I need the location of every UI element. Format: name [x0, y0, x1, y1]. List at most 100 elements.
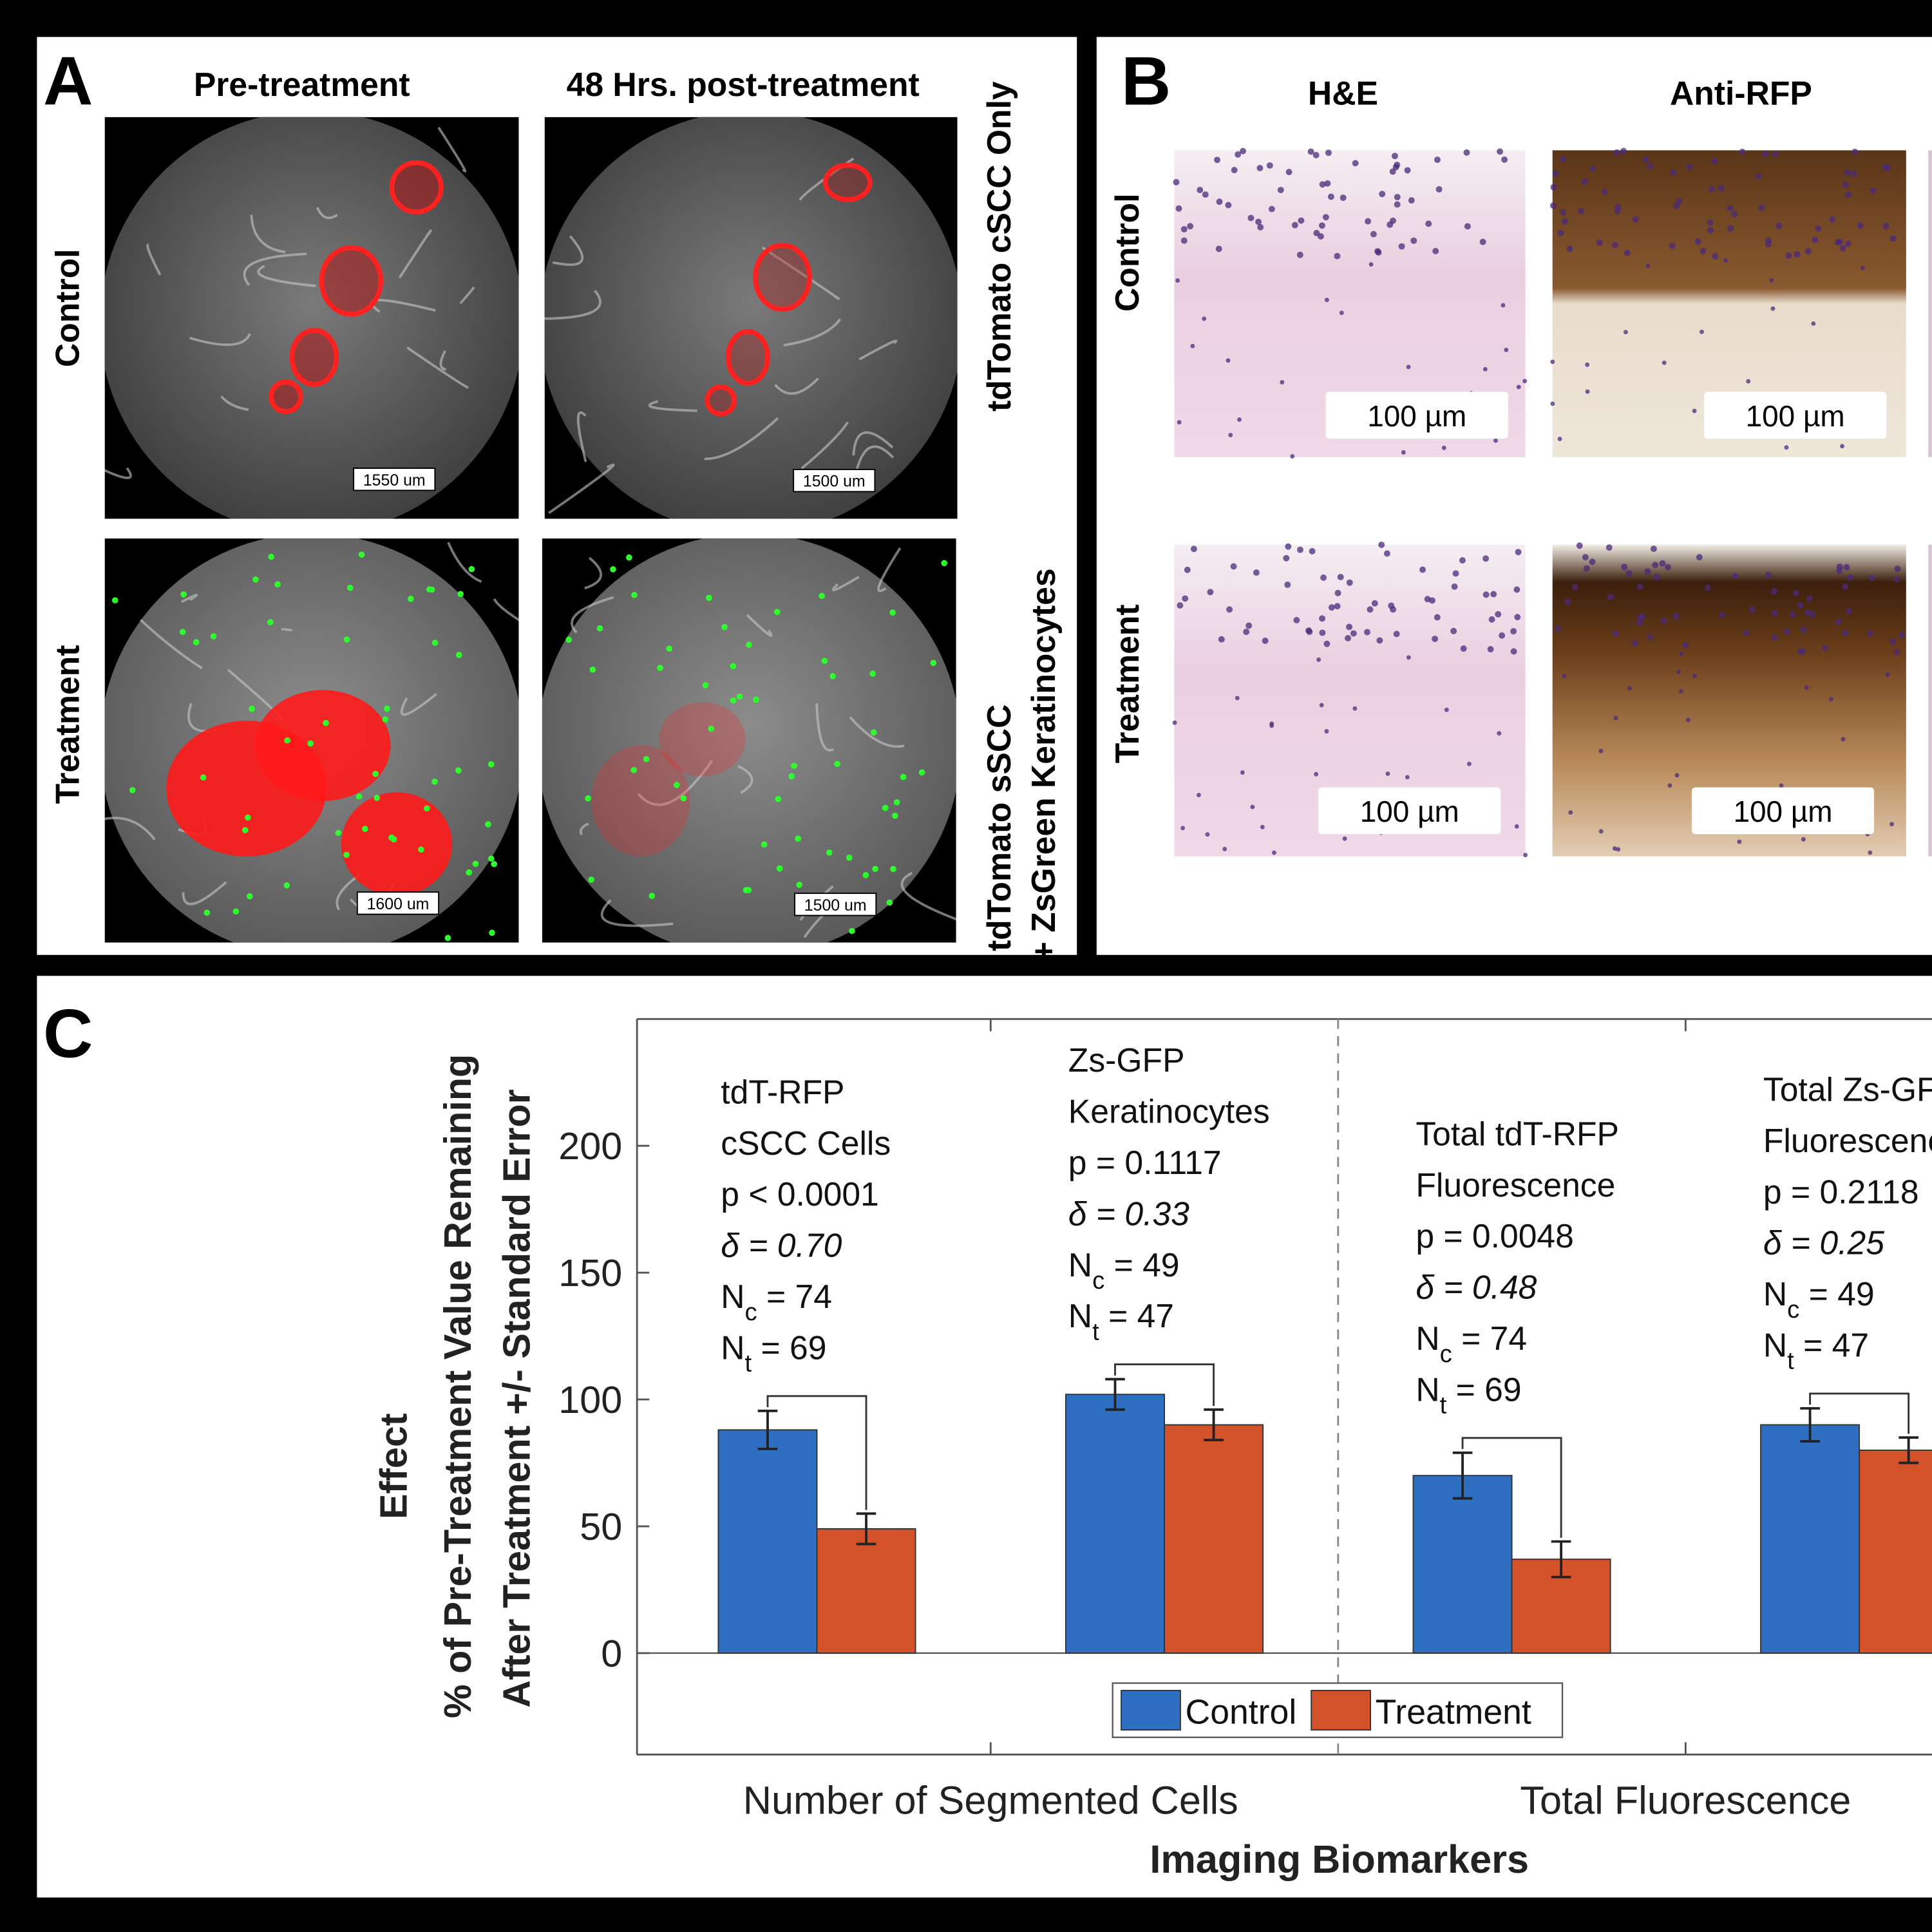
scale-label: 1600 um: [367, 895, 430, 913]
tissue-fold: [257, 265, 316, 287]
nucleus: [1844, 169, 1851, 176]
nucleus: [1815, 225, 1822, 232]
nucleus: [1342, 836, 1347, 841]
n-rest: = 49: [1104, 1246, 1179, 1283]
green-cell: [374, 795, 380, 801]
nucleus: [1350, 630, 1357, 637]
green-cell: [886, 899, 893, 906]
nucleus: [1748, 606, 1756, 613]
green-cell: [585, 795, 591, 802]
green-cell: [274, 581, 281, 588]
error-bar: [1204, 1408, 1224, 1442]
tissue-fold: [493, 598, 519, 621]
nucleus: [1235, 151, 1242, 158]
nucleus: [1659, 560, 1666, 567]
y-axis-title: After Treatment +/- Standard Error: [495, 1089, 538, 1708]
scale-box: [794, 893, 877, 916]
nucleus: [1319, 181, 1326, 188]
green-cell: [424, 805, 430, 812]
panel-letter: C: [43, 995, 93, 1072]
green-cell: [200, 774, 207, 781]
nucleus: [1266, 162, 1273, 169]
nucleus: [1625, 570, 1633, 577]
tissue-fold: [104, 817, 156, 840]
n-sub: t: [1440, 1392, 1447, 1419]
bar: [1065, 1394, 1165, 1654]
side-label: + ZsGreen Keratinocytes: [1025, 568, 1062, 961]
column-header: 48 Hrs. post-treatment: [567, 66, 920, 103]
nucleus: [1334, 603, 1341, 610]
nucleus: [1235, 696, 1240, 701]
tissue-fold: [181, 593, 198, 603]
nucleus: [1305, 627, 1312, 634]
nucleus: [1560, 209, 1567, 216]
green-cell: [893, 799, 900, 806]
green-cell: [267, 619, 274, 625]
nucleus: [1624, 249, 1631, 256]
nucleus: [1324, 180, 1331, 187]
nucleus: [1797, 601, 1804, 609]
green-cell: [708, 725, 715, 732]
n-sub: t: [1092, 1318, 1099, 1345]
legend-label: Control: [1186, 1694, 1297, 1732]
nucleus: [1345, 634, 1352, 641]
image: 1600 um: [104, 538, 519, 943]
nucleus: [1806, 595, 1813, 602]
nucleus: [1391, 153, 1398, 160]
green-cell: [388, 834, 395, 841]
nucleus: [1822, 644, 1829, 651]
nucleus: [1451, 583, 1458, 590]
green-cell: [626, 554, 632, 561]
nucleus: [1852, 148, 1859, 155]
sample-size: Nc = 74: [1416, 1320, 1527, 1368]
effect-size: δ = 0.25: [1763, 1224, 1884, 1262]
green-cell: [826, 849, 833, 856]
nucleus: [1523, 853, 1528, 858]
nucleus: [1324, 298, 1329, 303]
tumor: [319, 245, 384, 317]
nucleus: [1870, 187, 1877, 194]
tissue-fold: [447, 542, 482, 583]
error-bar: [1452, 1451, 1473, 1500]
p-value: p = 0.0048: [1416, 1217, 1574, 1255]
nucleus: [1636, 614, 1643, 621]
tissue-fold: [849, 716, 905, 748]
nucleus: [1645, 263, 1651, 269]
n-base: N: [721, 1329, 744, 1366]
tissue-fold: [243, 252, 307, 287]
nucleus: [1650, 545, 1657, 553]
bar: [717, 1429, 818, 1654]
nucleus: [1255, 218, 1262, 225]
nucleus: [1756, 173, 1762, 180]
nucleus: [1776, 222, 1783, 229]
nucleus: [1596, 239, 1603, 246]
nucleus: [1889, 235, 1897, 242]
nucleus: [1636, 583, 1643, 591]
nucleus: [1846, 607, 1853, 614]
nucleus: [1700, 247, 1707, 254]
nucleus: [1727, 225, 1734, 232]
tissue: [544, 117, 958, 519]
green-cell: [408, 596, 414, 602]
nucleus: [1256, 165, 1264, 171]
nucleus: [1841, 737, 1846, 742]
nucleus: [1868, 574, 1875, 582]
tissue-fold: [579, 822, 589, 836]
nucleus: [1493, 438, 1498, 443]
nucleus: [1522, 379, 1528, 384]
green-cell: [431, 778, 438, 785]
green-cell: [335, 829, 342, 837]
y-tick-label: 150: [558, 1251, 622, 1294]
nucleus: [1293, 616, 1300, 623]
nucleus: [1694, 238, 1701, 245]
green-cell: [596, 625, 603, 632]
nucleus: [1196, 793, 1201, 798]
green-cell: [129, 787, 136, 793]
nucleus: [1464, 223, 1471, 230]
nucleus: [1804, 247, 1812, 254]
y-axis-title: Effect: [372, 1413, 415, 1519]
nucleus: [1709, 185, 1715, 193]
n-sub: c: [1440, 1340, 1452, 1368]
green-cell: [821, 658, 828, 664]
